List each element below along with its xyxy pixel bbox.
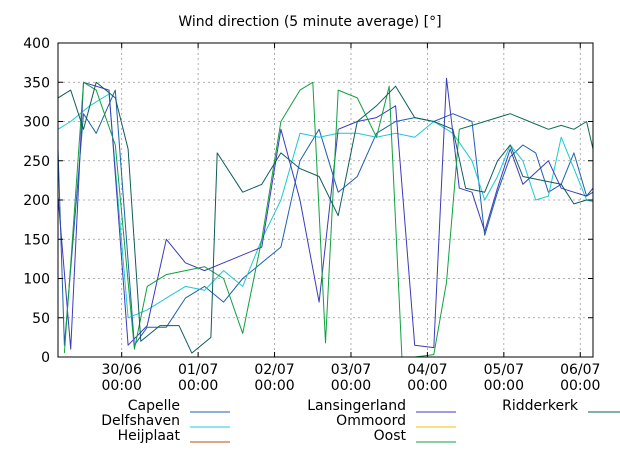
legend-item-oost: Oost (374, 428, 456, 444)
x-tick-label-time: 00:00 (102, 378, 142, 394)
x-tick-label-date: 30/06 (102, 362, 142, 378)
y-tick-label: 150 (23, 232, 50, 248)
grid (58, 43, 593, 357)
x-tick-label-date: 06/07 (560, 362, 600, 378)
legend-item-lansingerland: Lansingerland (307, 398, 456, 414)
x-tick-label-time: 00:00 (484, 378, 524, 394)
legend-label: Capelle (128, 398, 180, 414)
series-line-ridderkerk-upper (459, 113, 594, 150)
y-tick-label: 100 (23, 272, 50, 288)
legend-item-heijplaat: Heijplaat (118, 428, 230, 444)
y-tick-label: 300 (23, 115, 50, 131)
series-line-oost (63, 81, 460, 358)
legend-label: Lansingerland (307, 398, 406, 414)
y-tick-label: 200 (23, 193, 50, 209)
y-tick-label: 350 (23, 75, 50, 91)
y-axis-ticks: 0 50 100 150 200 250 300 350 400 (23, 36, 593, 366)
series-line-lansingerland (57, 77, 594, 350)
x-tick-label-date: 05/07 (484, 362, 524, 378)
legend-item-capelle: Capelle (128, 398, 230, 414)
x-tick-label-time: 00:00 (407, 378, 447, 394)
legend-label: Ridderkerk (502, 398, 579, 414)
x-tick-label-time: 00:00 (178, 378, 218, 394)
y-tick-label: 400 (23, 36, 50, 52)
x-tick-label-time: 00:00 (331, 378, 371, 394)
legend-label: Delfshaven (101, 413, 180, 429)
series-layer (57, 77, 594, 358)
series-line-delfshaven (57, 93, 594, 319)
legend-item-ridderkerk: Ridderkerk (502, 398, 620, 414)
x-tick-label-time: 00:00 (254, 378, 294, 394)
legend: Capelle Lansingerland Ridderkerk Delfshaven… (101, 398, 620, 444)
series-line-ridderkerk (57, 81, 593, 354)
x-tick-label-time: 00:00 (560, 378, 600, 394)
legend-item-delfshaven: Delfshaven (101, 413, 230, 429)
x-axis-ticks: 30/0600:0001/0700:0002/0700:0003/0700:00… (102, 43, 600, 394)
y-tick-label: 0 (41, 350, 50, 366)
x-tick-label-date: 04/07 (407, 362, 447, 378)
y-tick-label: 250 (23, 154, 50, 170)
legend-label: Heijplaat (118, 428, 181, 444)
x-tick-label-date: 01/07 (178, 362, 218, 378)
chart-title: Wind direction (5 minute average) [°] (178, 14, 441, 30)
y-tick-label: 50 (32, 311, 50, 327)
x-tick-label-date: 03/07 (331, 362, 371, 378)
legend-label: Oost (374, 428, 407, 444)
legend-label: Ommoord (336, 413, 406, 429)
legend-item-ommoord: Ommoord (336, 413, 456, 429)
x-tick-label-date: 02/07 (254, 362, 294, 378)
